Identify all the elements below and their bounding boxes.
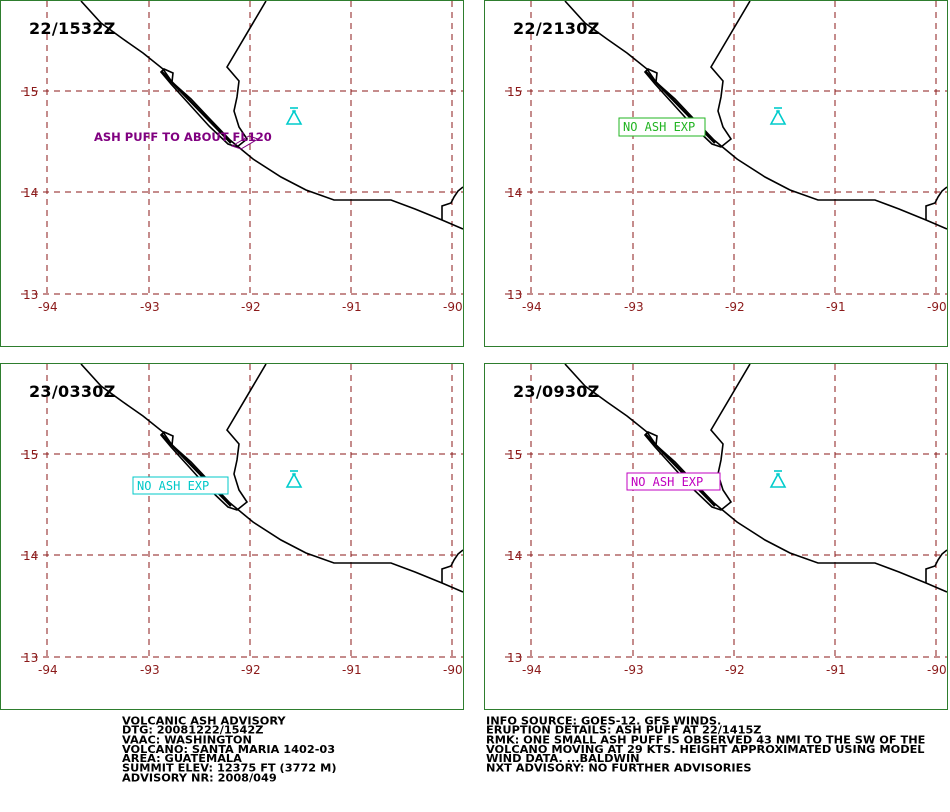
latitude-label: 14 <box>23 186 38 200</box>
longitude-label: -94 <box>38 300 58 314</box>
advisory-line: VOLCANO: SANTA MARIA 1402-03 <box>122 743 336 756</box>
longitude-label: -92 <box>725 663 745 677</box>
map-panel-4: 15 14 13 -94 -93 -92 -91 -90 NO ASH EXP 23/0930Z <box>484 363 948 710</box>
advisory-line: RMK: ONE SMALL ASH PUFF IS OBSERVED 43 N… <box>486 734 926 747</box>
panel-time-label: 22/2130Z <box>513 19 600 38</box>
coastline-thick-segment <box>160 70 232 144</box>
latitude-label: 15 <box>23 448 38 462</box>
longitude-label: -92 <box>241 663 261 677</box>
longitude-label: -91 <box>826 663 846 677</box>
longitude-label: -94 <box>522 300 542 314</box>
map-canvas-4: 15 14 13-94 -93 -92 -91 -90 NO ASH EXP <box>505 364 947 677</box>
ash-label-box <box>626 472 721 491</box>
advisory-line: ADVISORY NR: 2008/049 <box>122 771 277 784</box>
advisory-line: INFO SOURCE: GOES-12. GFS WINDS. <box>486 715 722 728</box>
advisory-line: VOLCANIC ASH ADVISORY <box>122 715 286 728</box>
latitude-label: 15 <box>23 85 38 99</box>
latitude-label: 14 <box>507 549 522 563</box>
coastline <box>564 1 947 230</box>
map-canvas-1: 15 14 13-94 -93 -92 -91 -90 ASH PUFF TO ABOUT F… <box>21 1 463 314</box>
map-canvas-2: 15 14 13-94 -93 -92 -91 -90 NO ASH EXP <box>505 1 947 314</box>
advisory-line: WIND DATA. ...BALDWIN <box>486 753 640 766</box>
longitude-label: -91 <box>342 663 362 677</box>
coastline-thick-segment <box>644 433 716 507</box>
longitude-label: -90 <box>443 300 463 314</box>
ash-label: ASH PUFF TO ABOUT FL120 <box>94 130 272 144</box>
ash-label: NO ASH EXP <box>623 120 695 134</box>
latitude-label: 14 <box>23 549 38 563</box>
advisory-right-block: INFO SOURCE: GOES-12. GFS WINDS. ERUPTIO… <box>486 715 926 775</box>
longitude-label: -92 <box>725 300 745 314</box>
longitude-label: -94 <box>38 663 58 677</box>
volcano-icon <box>769 470 787 488</box>
longitude-label: -90 <box>443 663 463 677</box>
longitude-label: -94 <box>522 663 542 677</box>
longitude-label: -91 <box>826 300 846 314</box>
panel-time-label: 22/1532Z <box>29 19 116 38</box>
advisory-line: DTG: 20081222/1542Z <box>122 724 264 737</box>
ash-label: NO ASH EXP <box>137 479 209 493</box>
advisory-line: AREA: GUATEMALA <box>122 753 242 766</box>
map-canvas-3: 15 14 13-94 -93 -92 -91 -90 NO ASH EXP <box>21 364 463 677</box>
map-panel-2: 15 14 13 -94 -93 -92 -91 -90 NO ASH EXP 22/2130Z <box>484 0 948 347</box>
advisory-left-block: VOLCANIC ASH ADVISORY DTG: 20081222/1542… <box>122 715 337 784</box>
longitude-label: -93 <box>624 300 644 314</box>
latitude-label: 15 <box>507 85 522 99</box>
latitude-label: 15 <box>507 448 522 462</box>
panel-time-label: 23/0930Z <box>513 382 600 401</box>
coastline-thick-segment <box>160 433 232 507</box>
advisory-line: ERUPTION DETAILS: ASH PUFF AT 22/1415Z <box>486 724 762 737</box>
latitude-label: 13 <box>507 651 522 665</box>
ash-label-box <box>132 476 229 495</box>
longitude-label: -93 <box>624 663 644 677</box>
latitude-label: 14 <box>507 186 522 200</box>
map-panel-1: 15 14 13 -94 -93 -92 -91 -90 ASH PUFF TO ABOUT F… <box>0 0 464 347</box>
advisory-line: NXT ADVISORY: NO FURTHER ADVISORIES <box>486 762 752 775</box>
longitude-label: -91 <box>342 300 362 314</box>
latitude-label: 13 <box>507 288 522 302</box>
advisory-line: VAAC: WASHINGTON <box>122 734 252 747</box>
longitude-label: -90 <box>927 663 947 677</box>
volcano-icon <box>769 107 787 125</box>
advisory-line: SUMMIT ELEV: 12375 FT (3772 M) <box>122 762 337 775</box>
longitude-label: -90 <box>927 300 947 314</box>
volcano-icon <box>285 107 303 125</box>
ash-label: NO ASH EXP <box>631 475 703 489</box>
advisory-line: VOLCANO MOVING AT 29 KTS. HEIGHT APPROXI… <box>486 743 925 756</box>
longitude-label: -93 <box>140 300 160 314</box>
map-panel-3: 15 14 13 -94 -93 -92 -91 -90 NO ASH EXP 23/0330Z <box>0 363 464 710</box>
coastline <box>564 364 947 593</box>
latitude-label: 13 <box>23 288 38 302</box>
volcano-icon <box>285 470 303 488</box>
ash-area-polygon <box>230 135 260 150</box>
longitude-label: -92 <box>241 300 261 314</box>
longitude-label: -93 <box>140 663 160 677</box>
panel-time-label: 23/0330Z <box>29 382 116 401</box>
ash-label-box <box>618 117 706 137</box>
coastline <box>80 1 463 230</box>
latitude-label: 13 <box>23 651 38 665</box>
